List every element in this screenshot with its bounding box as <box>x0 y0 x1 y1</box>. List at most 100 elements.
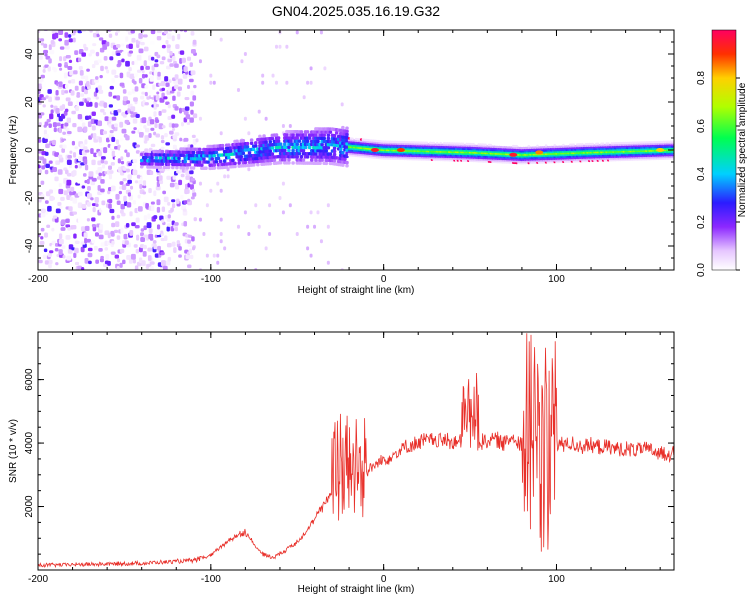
heatmap-cell <box>88 260 92 265</box>
heatmap-cell <box>163 196 169 203</box>
heatmap-cell <box>142 185 147 189</box>
heatmap-cell <box>131 37 136 43</box>
heatmap-cell <box>136 69 142 73</box>
heatmap-cell <box>64 32 69 38</box>
heatmap-cell <box>98 31 103 36</box>
heatmap-cell <box>165 82 170 88</box>
heatmap-cell <box>572 143 576 146</box>
heatmap-cell <box>71 140 76 146</box>
heatmap-cell <box>257 224 261 229</box>
heatmap-cell <box>153 190 157 197</box>
heatmap-cell <box>171 35 175 42</box>
heatmap-cell <box>133 97 138 102</box>
spectrogram-ylabel: Frequency (Hz) <box>8 116 19 185</box>
heatmap-cell <box>108 33 113 38</box>
heatmap-cell <box>161 125 166 129</box>
heatmap-cell <box>146 96 150 100</box>
heatmap-cell <box>109 170 114 174</box>
heatmap-cell <box>190 144 194 149</box>
heatmap-cell <box>332 133 337 138</box>
heatmap-cell <box>181 57 186 63</box>
heatmap-cell <box>121 58 125 63</box>
spectrogram-cells <box>38 30 674 270</box>
heatmap-cell <box>123 233 128 240</box>
heatmap-cell <box>237 161 241 165</box>
spectrogram-xlabel: Height of straight line (km) <box>298 285 415 296</box>
heatmap-cell <box>142 244 147 250</box>
heatmap-cell <box>484 143 487 146</box>
heatmap-cell <box>295 142 299 147</box>
heatmap-cell <box>183 221 188 227</box>
heatmap-cell <box>287 158 291 162</box>
heatmap-cell <box>345 142 349 146</box>
heatmap-cell <box>171 203 176 209</box>
heatmap-cell <box>104 171 108 175</box>
heatmap-cell <box>63 56 67 62</box>
heatmap-cell <box>127 179 132 184</box>
heatmap-cell <box>190 49 196 54</box>
heatmap-cell <box>154 59 159 63</box>
heatmap-cell <box>78 155 83 162</box>
heatmap-cell <box>59 205 63 209</box>
heatmap-cell <box>189 62 193 68</box>
heatmap-cell <box>193 84 197 89</box>
heatmap-cell <box>254 141 258 145</box>
heatmap-cell <box>671 140 674 143</box>
heatmap-cell <box>138 127 143 132</box>
heatmap-cell <box>88 171 94 177</box>
heatmap-cell <box>141 260 146 266</box>
heatmap-cell <box>119 262 123 268</box>
heatmap-cell <box>155 185 161 191</box>
x-tick-label: -200 <box>28 274 48 285</box>
heatmap-cell <box>153 63 159 68</box>
heatmap-cell <box>107 232 111 239</box>
heatmap-cell <box>295 155 299 159</box>
colorbar-tick-label: 0.0 <box>696 263 707 277</box>
heatmap-cell <box>86 218 90 222</box>
colorbar-tick-label: 0.8 <box>696 71 707 85</box>
heatmap-cell <box>63 140 68 145</box>
heatmap-cell <box>38 164 41 169</box>
heatmap-cell <box>38 233 41 238</box>
heatmap-cell <box>166 44 171 49</box>
heatmap-cell <box>46 224 51 229</box>
heatmap-cell <box>326 224 330 229</box>
heatmap-cell <box>50 196 55 201</box>
y-tick-label: 20 <box>24 96 35 108</box>
x-tick-label: 0 <box>381 574 387 585</box>
heatmap-cell <box>38 30 41 34</box>
heatmap-cell <box>149 237 154 241</box>
heatmap-cell <box>68 34 72 38</box>
heatmap-cell <box>48 160 53 164</box>
heatmap-cell <box>137 206 143 212</box>
heatmap-cell <box>47 205 52 212</box>
colorbar-label: Normalized spectral amplitude <box>737 82 748 217</box>
heatmap-cell <box>143 124 147 129</box>
heatmap-cell <box>153 131 157 136</box>
heatmap-cell <box>72 152 77 158</box>
heatmap-cell <box>84 89 88 95</box>
heatmap-cell <box>171 220 175 226</box>
heatmap-cell <box>51 30 56 34</box>
heatmap-cell <box>86 178 90 185</box>
heatmap-cell <box>55 160 61 165</box>
heatmap-cell <box>120 156 124 161</box>
heatmap-cell <box>118 190 122 195</box>
heatmap-cell <box>161 109 167 113</box>
heatmap-cell <box>345 151 349 155</box>
heatmap-cell <box>127 174 132 180</box>
heatmap-cell <box>278 196 282 200</box>
heatmap-cell <box>165 39 169 45</box>
heatmap-cell <box>110 232 115 237</box>
heatmap-cell <box>472 142 475 146</box>
heatmap-cell <box>145 65 150 70</box>
heatmap-cell <box>144 127 150 133</box>
heatmap-cell <box>188 78 194 83</box>
heatmap-cell <box>178 254 182 258</box>
heatmap-cell <box>297 139 302 143</box>
heatmap-cell <box>166 218 171 222</box>
heatmap-cell <box>71 224 77 230</box>
heatmap-cell <box>139 183 143 189</box>
heatmap-cell <box>254 203 258 208</box>
heatmap-cell <box>87 186 91 191</box>
